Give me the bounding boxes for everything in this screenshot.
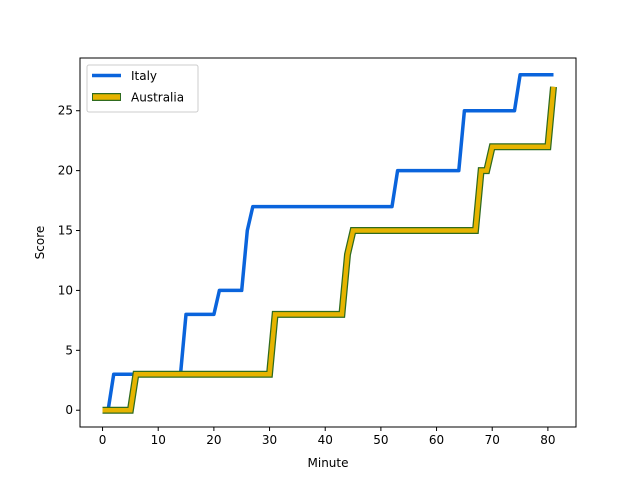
y-axis: 0 5 10 15 20 25 (58, 104, 80, 417)
y-tick-label: 15 (58, 224, 73, 238)
x-tick-label: 30 (262, 433, 277, 447)
y-tick-label: 0 (65, 403, 73, 417)
x-tick-label: 80 (540, 433, 555, 447)
y-tick-label: 5 (65, 343, 73, 357)
y-tick-label: 10 (58, 283, 73, 297)
x-tick-label: 60 (429, 433, 444, 447)
x-tick-label: 50 (373, 433, 388, 447)
legend-australia-label: Australia (131, 91, 184, 105)
legend-italy-label: Italy (131, 69, 157, 83)
series-line-italy (102, 73, 554, 412)
x-axis-label: Minute (308, 456, 349, 470)
x-tick-label: 70 (485, 433, 500, 447)
series-line-australia (102, 86, 556, 413)
y-axis-label: Score (33, 226, 47, 260)
x-tick-label: 10 (151, 433, 166, 447)
x-axis: 0 10 20 30 40 50 60 70 80 (99, 427, 556, 447)
y-tick-label: 20 (58, 164, 73, 178)
legend: Italy Australia (86, 64, 199, 113)
y-tick-label: 25 (58, 104, 73, 118)
x-tick-label: 0 (99, 433, 107, 447)
plot-lines (102, 73, 557, 414)
x-tick-label: 40 (318, 433, 333, 447)
x-tick-label: 20 (206, 433, 221, 447)
plot-frame (79, 57, 577, 428)
